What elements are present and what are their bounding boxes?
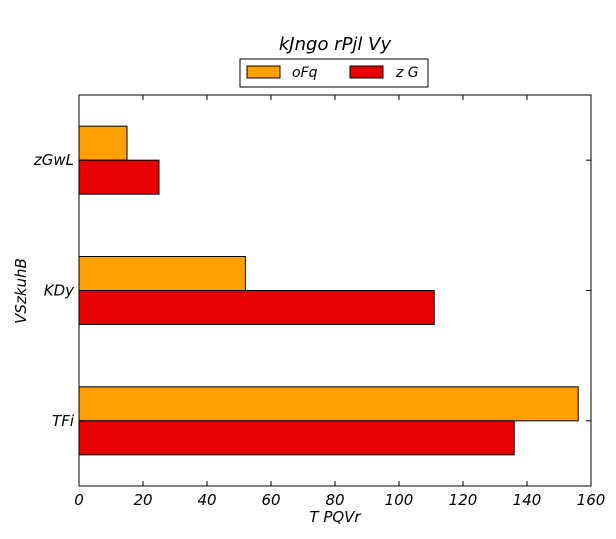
plot-area (78, 94, 592, 487)
x-tick-label: 140 (513, 491, 542, 509)
bars (78, 125, 579, 456)
legend: oFq z G (239, 58, 429, 88)
x-tick-label: 0 (74, 491, 84, 509)
y-tick-label: zGwL (33, 151, 74, 169)
x-tick-label: 60 (261, 491, 280, 509)
x-tick-label: 160 (577, 491, 606, 509)
x-tick-label: 120 (449, 491, 478, 509)
legend-swatch-zg (349, 65, 384, 79)
legend-label-ofq: oFq (292, 65, 318, 81)
x-tick-label: 80 (325, 491, 344, 509)
y-tick-label: KDy (44, 282, 75, 300)
y-tick-label: TFi (52, 412, 75, 430)
x-tick-label: 20 (133, 491, 152, 509)
bar-z-g-tfi (78, 420, 515, 456)
bar-ofq-tfi (78, 386, 579, 422)
y-axis-label: VSzkuhB (12, 258, 30, 324)
bar-ofq-zgwl (78, 125, 128, 161)
x-axis-label: T PQVr (309, 508, 361, 526)
x-tick-label: 40 (197, 491, 216, 509)
legend-swatch-ofq (246, 65, 281, 79)
bar-ofq-kdy (78, 256, 246, 291)
x-tick-label: 100 (385, 491, 414, 509)
bar-z-g-zgwl (78, 159, 160, 195)
legend-label-zg: z G (395, 65, 419, 81)
ticks: zGwL KDy TFi 0 20 40 60 80 100 120 140 160 (33, 95, 605, 509)
bar-z-g-kdy (78, 290, 435, 325)
chart-title: kJngo rPjl Vy (279, 34, 392, 55)
